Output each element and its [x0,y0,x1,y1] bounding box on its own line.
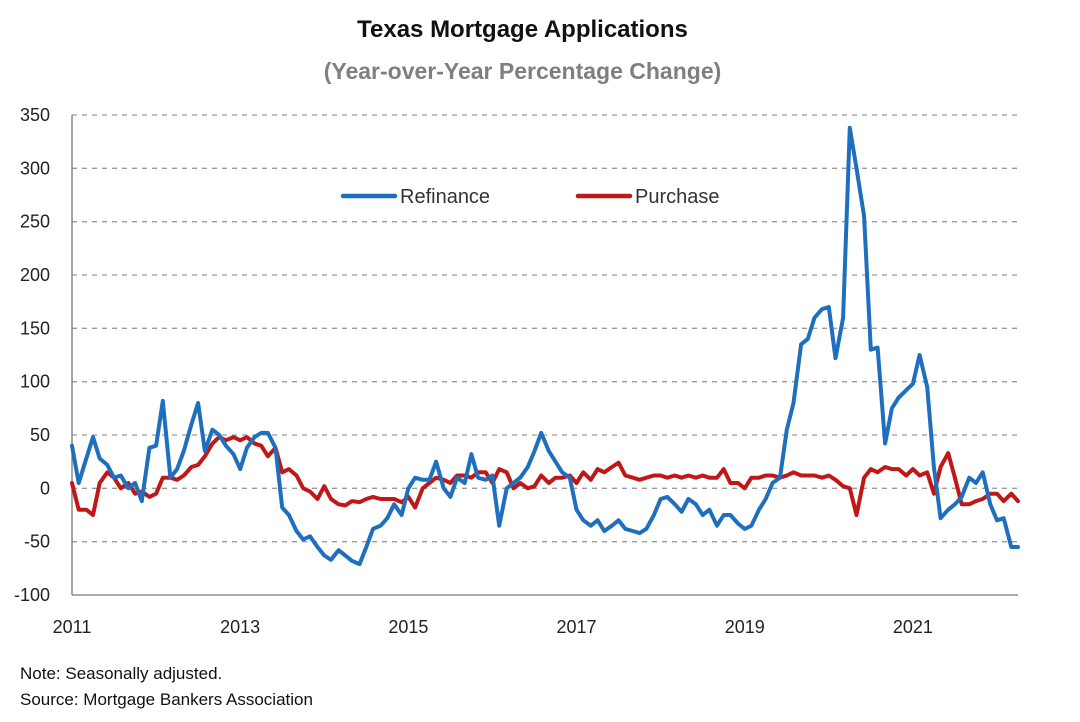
footnote-note: Note: Seasonally adjusted. [20,664,223,683]
gridlines [72,114,1018,543]
x-tick-label: 2019 [725,617,765,637]
legend-label-refinance: Refinance [400,186,490,208]
y-tick-label: 50 [30,425,50,445]
y-tick-label: 250 [20,212,50,232]
series-lines [70,125,1020,567]
y-tick-label: 0 [40,478,50,498]
chart-subtitle: (Year-over-Year Percentage Change) [323,58,722,84]
x-tick-label: 2015 [388,617,428,637]
series-line-purchase [70,435,1020,517]
legend-label-purchase: Purchase [635,186,720,208]
y-tick-label: 100 [20,372,50,392]
x-tick-label: 2011 [53,617,92,637]
x-tick-label: 2017 [557,617,597,637]
y-tick-label: 300 [20,158,50,178]
y-tick-label: 200 [20,265,50,285]
y-tick-label: -100 [14,585,50,605]
x-tick-label: 2021 [893,617,933,637]
x-tick-label: 2013 [220,617,260,637]
y-tick-label: 150 [20,318,50,338]
legend: Refinance Purchase [340,186,720,208]
footnote-source: Source: Mortgage Bankers Association [20,690,313,709]
y-tick-label: -50 [24,532,50,552]
chart-title: Texas Mortgage Applications [357,16,688,43]
y-tick-label: 350 [20,105,50,125]
series-line-refinance [70,125,1020,567]
